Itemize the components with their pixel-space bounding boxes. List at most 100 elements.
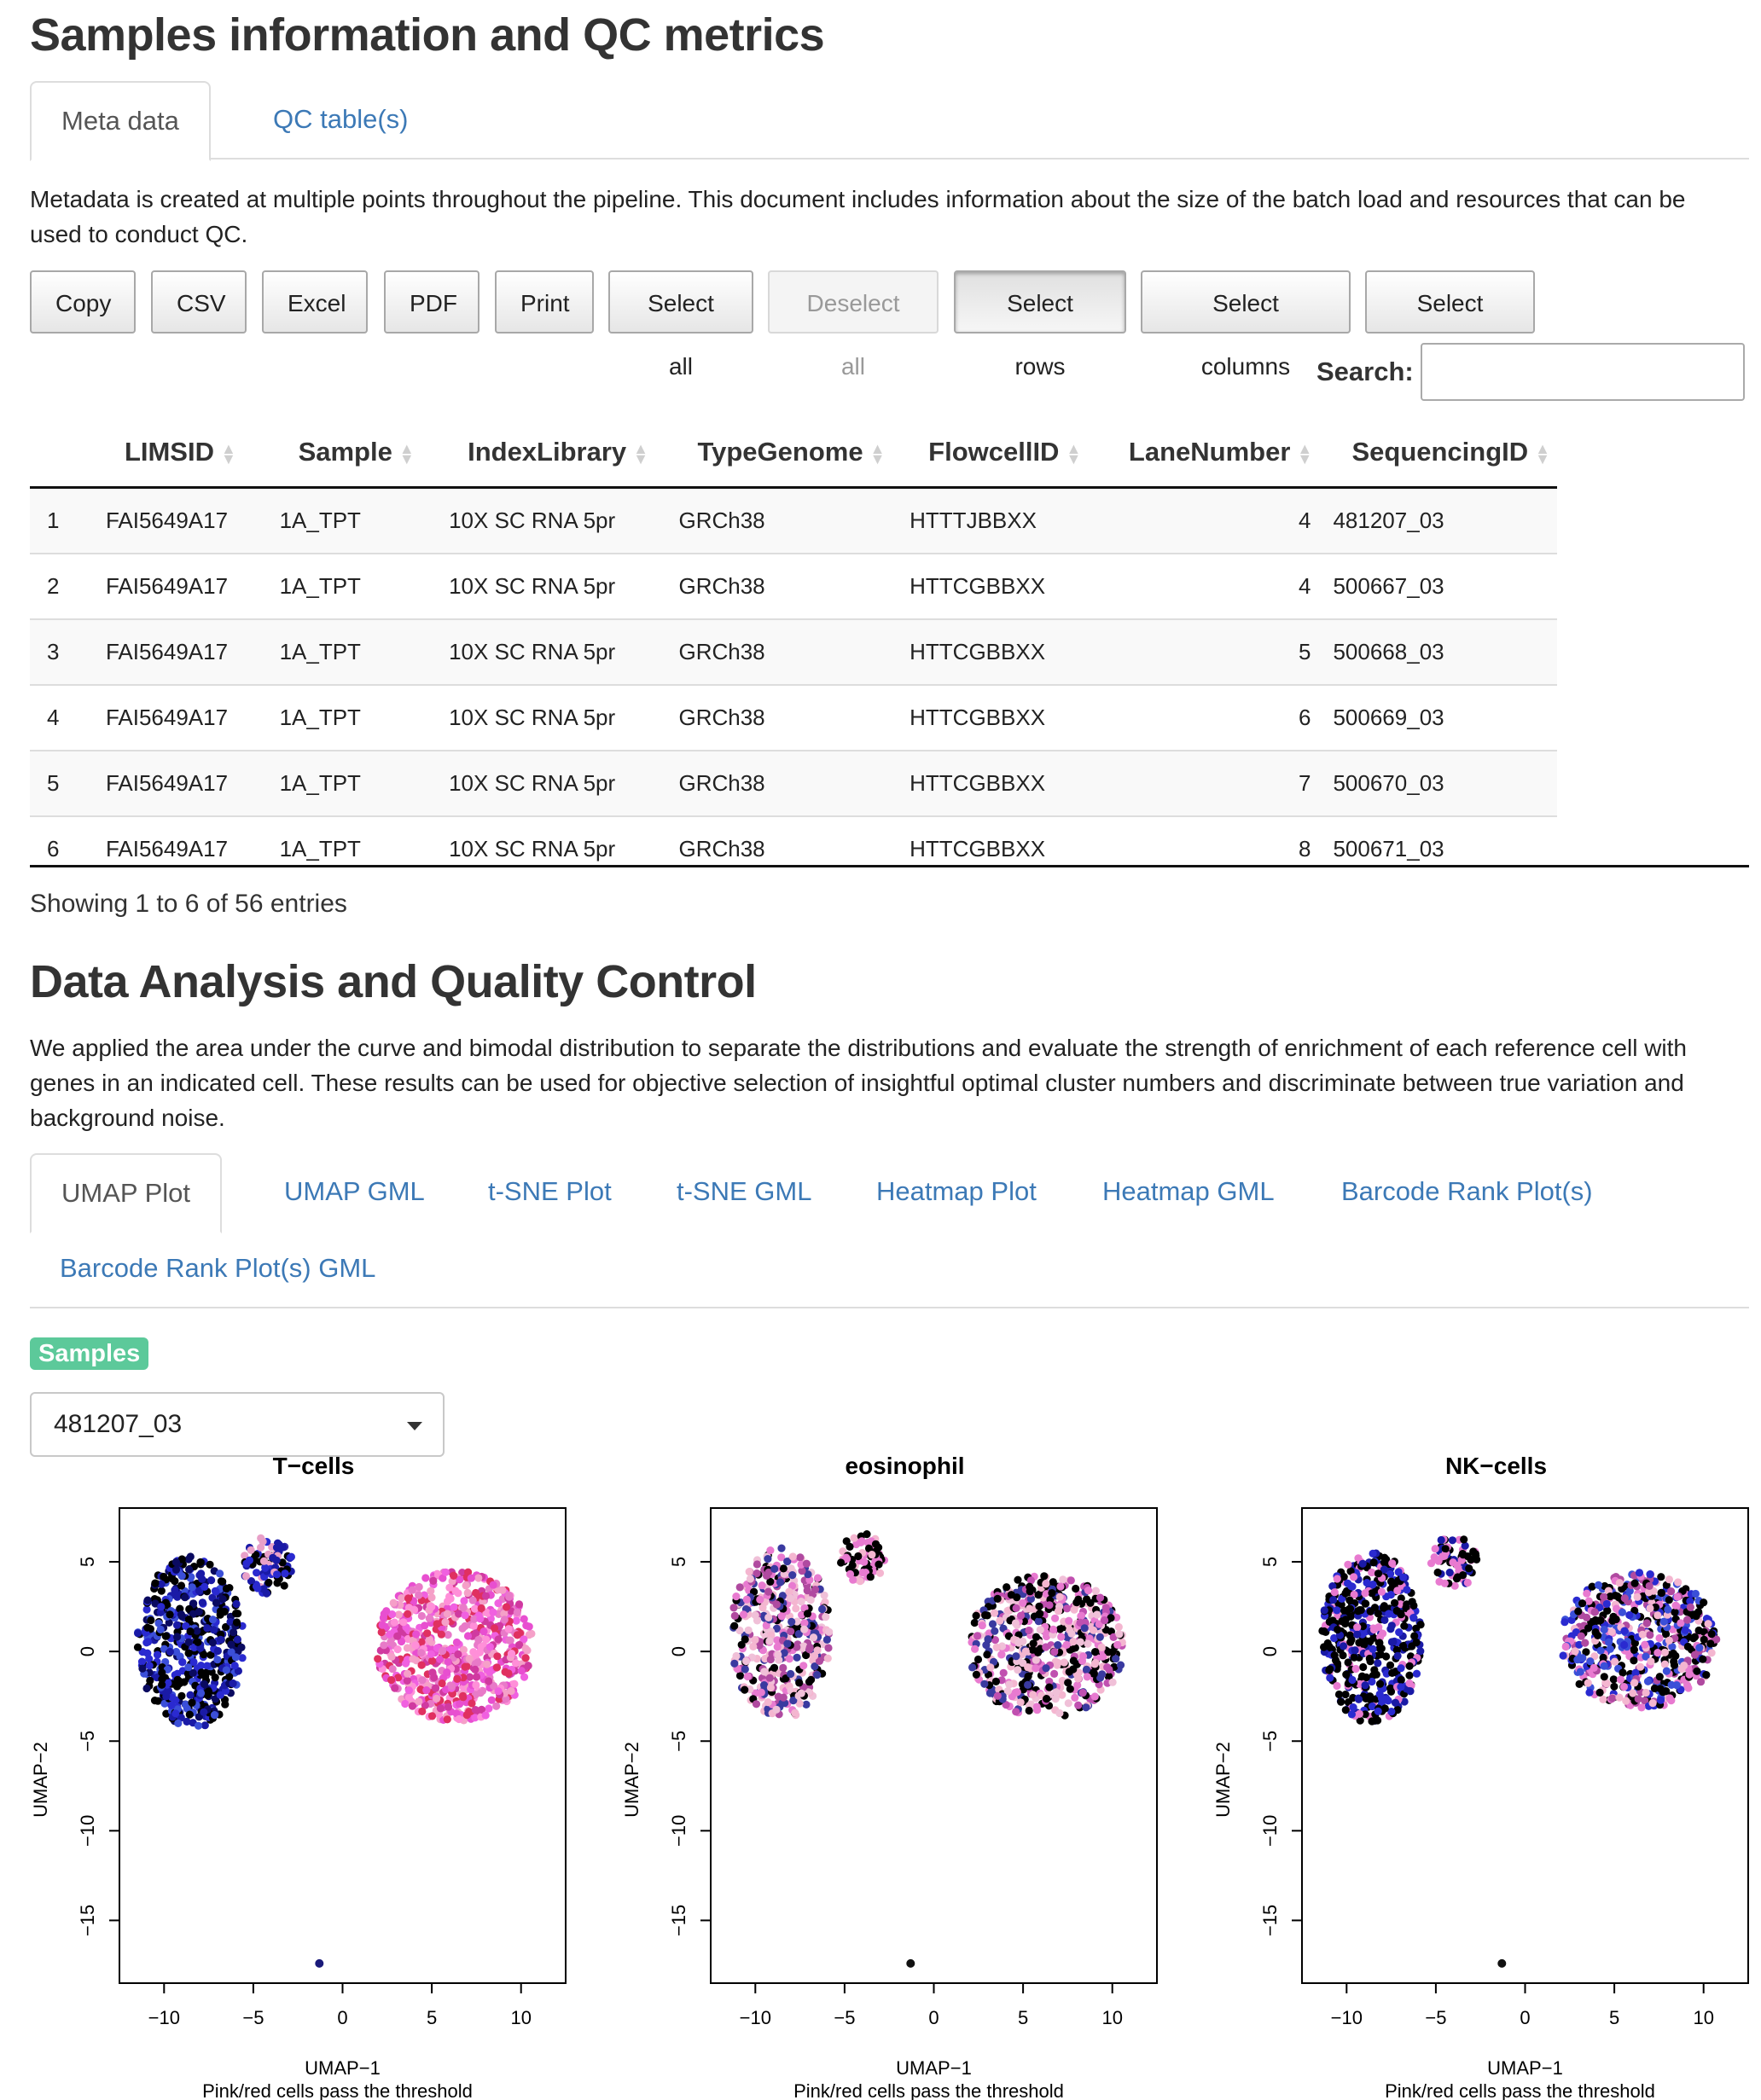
data-point <box>1695 1644 1704 1652</box>
column-header-sample[interactable]: Sample ▲ ▼ <box>272 418 443 489</box>
table-row[interactable]: 6 FAI5649A17 1A_TPT 10X SC RNA 5pr GRCh38 HTT… <box>30 815 1557 881</box>
table-row[interactable]: 1 FAI5649A17 1A_TPT 10X SC RNA 5pr GRCh38 HTT… <box>30 487 1557 554</box>
y-tick-label: 5 <box>668 1557 689 1567</box>
data-point <box>388 1665 397 1674</box>
tab-heatmap-plot[interactable]: Heatmap Plot <box>876 1176 1037 1206</box>
column-header-indexlibrary[interactable]: IndexLibrary ▲ ▼ <box>442 418 672 489</box>
x-tick-label: −10 <box>740 2007 771 2028</box>
data-point <box>1662 1667 1671 1675</box>
y-tick-label: −5 <box>1259 1731 1281 1752</box>
data-points <box>729 1530 1126 1720</box>
data-point <box>1071 1693 1079 1702</box>
data-point <box>200 1650 208 1659</box>
row-index: 2 <box>30 553 99 619</box>
data-point <box>1602 1599 1611 1608</box>
select-columns-button[interactable]: Select columns <box>1141 270 1351 380</box>
data-point <box>777 1553 786 1562</box>
tab-umap-gml[interactable]: UMAP GML <box>284 1176 425 1206</box>
table-row[interactable]: 4 FAI5649A17 1A_TPT 10X SC RNA 5pr GRCh38 HTT… <box>30 684 1557 751</box>
tab-tsne-gml[interactable]: t-SNE GML <box>677 1176 812 1206</box>
data-point <box>444 1703 453 1711</box>
column-header-typegenome[interactable]: TypeGenome ▲ ▼ <box>671 418 904 489</box>
data-point <box>788 1581 797 1590</box>
data-point <box>193 1627 201 1635</box>
tab-barcode-rank-plots[interactable]: Barcode Rank Plot(s) <box>1341 1176 1593 1206</box>
data-point <box>505 1636 514 1645</box>
row-index: 1 <box>30 487 99 554</box>
data-point <box>1375 1690 1384 1698</box>
data-point <box>1353 1623 1362 1632</box>
data-point <box>815 1656 824 1665</box>
data-point <box>1620 1594 1629 1603</box>
table-cell: 10X SC RNA 5pr <box>442 487 672 554</box>
data-point <box>1084 1639 1092 1648</box>
data-point <box>792 1604 800 1613</box>
data-point <box>1463 1552 1472 1561</box>
data-point <box>735 1626 744 1635</box>
tab-heatmap-gml[interactable]: Heatmap GML <box>1102 1176 1275 1206</box>
table-cell: 4 <box>1102 487 1327 554</box>
table-row[interactable]: 2 FAI5649A17 1A_TPT 10X SC RNA 5pr GRCh38 HTT… <box>30 553 1557 619</box>
copy-button[interactable]: Copy <box>30 270 136 334</box>
data-point <box>799 1662 808 1670</box>
data-point <box>789 1697 798 1705</box>
select-cells-button[interactable]: Select cells <box>1365 270 1535 380</box>
data-point <box>1012 1652 1020 1661</box>
data-point <box>183 1717 191 1726</box>
data-point <box>464 1568 473 1576</box>
data-point <box>764 1698 772 1707</box>
deselect-all-button[interactable]: Deselect all <box>768 270 939 380</box>
sample-select[interactable]: 481207_03 <box>30 1392 445 1457</box>
data-point <box>857 1537 866 1546</box>
data-point <box>732 1651 741 1661</box>
data-point <box>1344 1579 1352 1587</box>
data-point <box>773 1636 782 1645</box>
chart-title: T−cells <box>273 1453 355 1479</box>
data-point <box>194 1721 203 1730</box>
data-point <box>525 1622 533 1631</box>
data-point <box>1397 1594 1405 1603</box>
select-all-button[interactable]: Select all <box>608 270 753 380</box>
tab-tsne-plot[interactable]: t-SNE Plot <box>488 1176 612 1206</box>
tab-meta-data[interactable]: Meta data <box>30 81 211 161</box>
data-point <box>1374 1659 1382 1668</box>
x-tick-label: 0 <box>337 2007 347 2028</box>
column-header-lanenumber[interactable]: LaneNumber ▲ ▼ <box>1102 418 1327 489</box>
table-row[interactable]: 3 FAI5649A17 1A_TPT 10X SC RNA 5pr GRCh38 HTT… <box>30 618 1557 685</box>
column-header-sequencingid[interactable]: SequencingID ▲ ▼ <box>1326 418 1557 489</box>
data-point <box>811 1651 819 1660</box>
select-rows-button[interactable]: Select rows <box>954 270 1126 380</box>
print-button[interactable]: Print <box>495 270 594 334</box>
data-point <box>178 1658 187 1667</box>
data-point <box>1021 1647 1030 1656</box>
data-point <box>1380 1602 1388 1610</box>
data-point <box>813 1671 822 1679</box>
table-cell: 5 <box>1102 618 1327 685</box>
column-header-limsid[interactable]: LIMSID ▲ ▼ <box>98 418 273 489</box>
column-header-flowcellid[interactable]: FlowcellID ▲ ▼ <box>903 418 1103 489</box>
csv-button[interactable]: CSV <box>151 270 247 334</box>
data-point <box>864 1544 874 1552</box>
data-point <box>181 1593 189 1602</box>
excel-button[interactable]: Excel <box>262 270 368 334</box>
table-row[interactable]: 5 FAI5649A17 1A_TPT 10X SC RNA 5pr GRCh38 HTT… <box>30 750 1557 816</box>
data-point <box>198 1598 206 1607</box>
data-point <box>992 1643 1001 1651</box>
data-point <box>521 1654 530 1662</box>
data-point <box>1057 1633 1066 1641</box>
data-point <box>189 1668 197 1677</box>
data-point <box>1329 1596 1338 1604</box>
data-point <box>1575 1679 1584 1688</box>
data-point <box>184 1638 193 1646</box>
data-point <box>1441 1545 1450 1553</box>
tab-barcode-rank-plots-gml[interactable]: Barcode Rank Plot(s) GML <box>60 1253 376 1283</box>
search-input[interactable] <box>1421 343 1745 401</box>
data-point <box>460 1597 468 1605</box>
data-point <box>164 1679 172 1687</box>
data-point <box>417 1649 426 1657</box>
data-point <box>783 1558 792 1566</box>
tab-umap-plot[interactable]: UMAP Plot <box>30 1153 223 1233</box>
tab-qc-tables[interactable]: QC table(s) <box>273 104 409 134</box>
pdf-button[interactable]: PDF <box>384 270 479 334</box>
data-point <box>1375 1645 1384 1653</box>
